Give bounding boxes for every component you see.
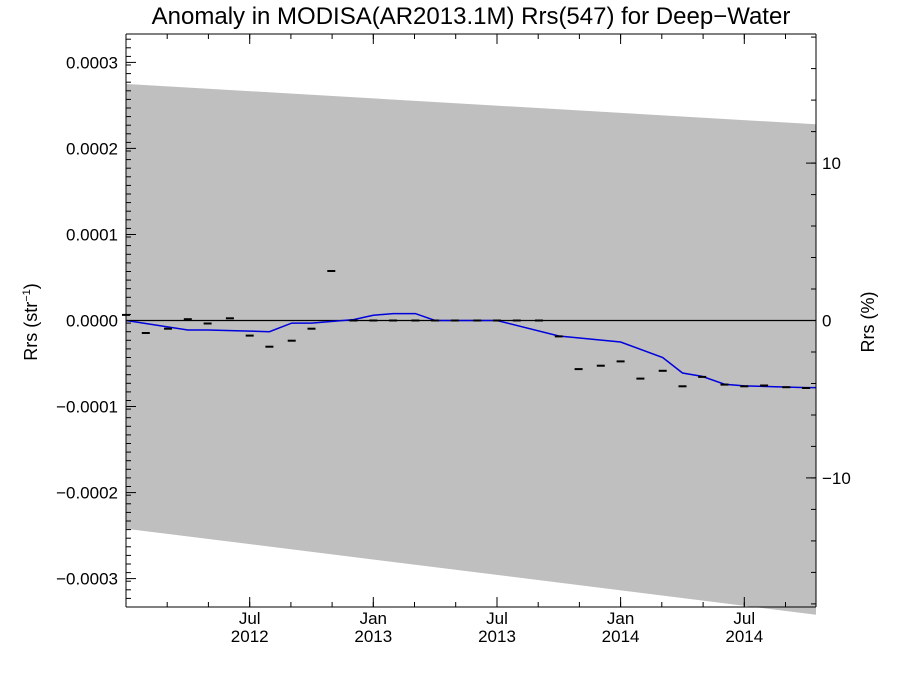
axes: 0.0003 0.0002 0.0001 0.0000 −0.0001 −0.0002 −0… [56, 33, 851, 646]
chart-title: Anomaly in MODISA(AR2013.1M) Rrs(547) fo… [152, 3, 791, 30]
x-tick-year: 2014 [725, 627, 763, 646]
plot-area [122, 83, 816, 615]
series-line [125, 312, 816, 389]
left-tick-label: 0.0000 [66, 312, 118, 331]
x-tick-month: Jul [239, 609, 261, 628]
left-tick-label: 0.0003 [66, 53, 118, 72]
left-tick-label: 0.0001 [66, 226, 118, 245]
x-tick-month: Jan [607, 609, 634, 628]
y-axis-label-left: Rrs (str−1) [21, 283, 41, 361]
x-tick-month: Jul [486, 609, 508, 628]
left-tick-label: −0.0001 [56, 398, 118, 417]
uncertainty-band [126, 83, 816, 615]
left-tick-label: −0.0003 [56, 570, 118, 589]
right-tick-label: 10 [822, 154, 841, 173]
x-tick-month: Jul [733, 609, 755, 628]
left-tick-label: −0.0002 [56, 484, 118, 503]
right-tick-label: 0 [822, 312, 831, 331]
right-ticks: 10 0 −10 [806, 36, 851, 605]
x-tick-year: 2013 [478, 627, 516, 646]
y-axis-label-right: Rrs (%) [858, 292, 878, 353]
x-tick-year: 2012 [231, 627, 269, 646]
left-tick-label: 0.0002 [66, 139, 118, 158]
right-tick-label: −10 [822, 469, 851, 488]
x-tick-year: 2013 [354, 627, 392, 646]
left-ticks: 0.0003 0.0002 0.0001 0.0000 −0.0001 −0.0002 −0… [56, 38, 136, 608]
x-tick-month: Jan [360, 609, 387, 628]
data-markers [122, 270, 811, 389]
x-tick-year: 2014 [602, 627, 640, 646]
